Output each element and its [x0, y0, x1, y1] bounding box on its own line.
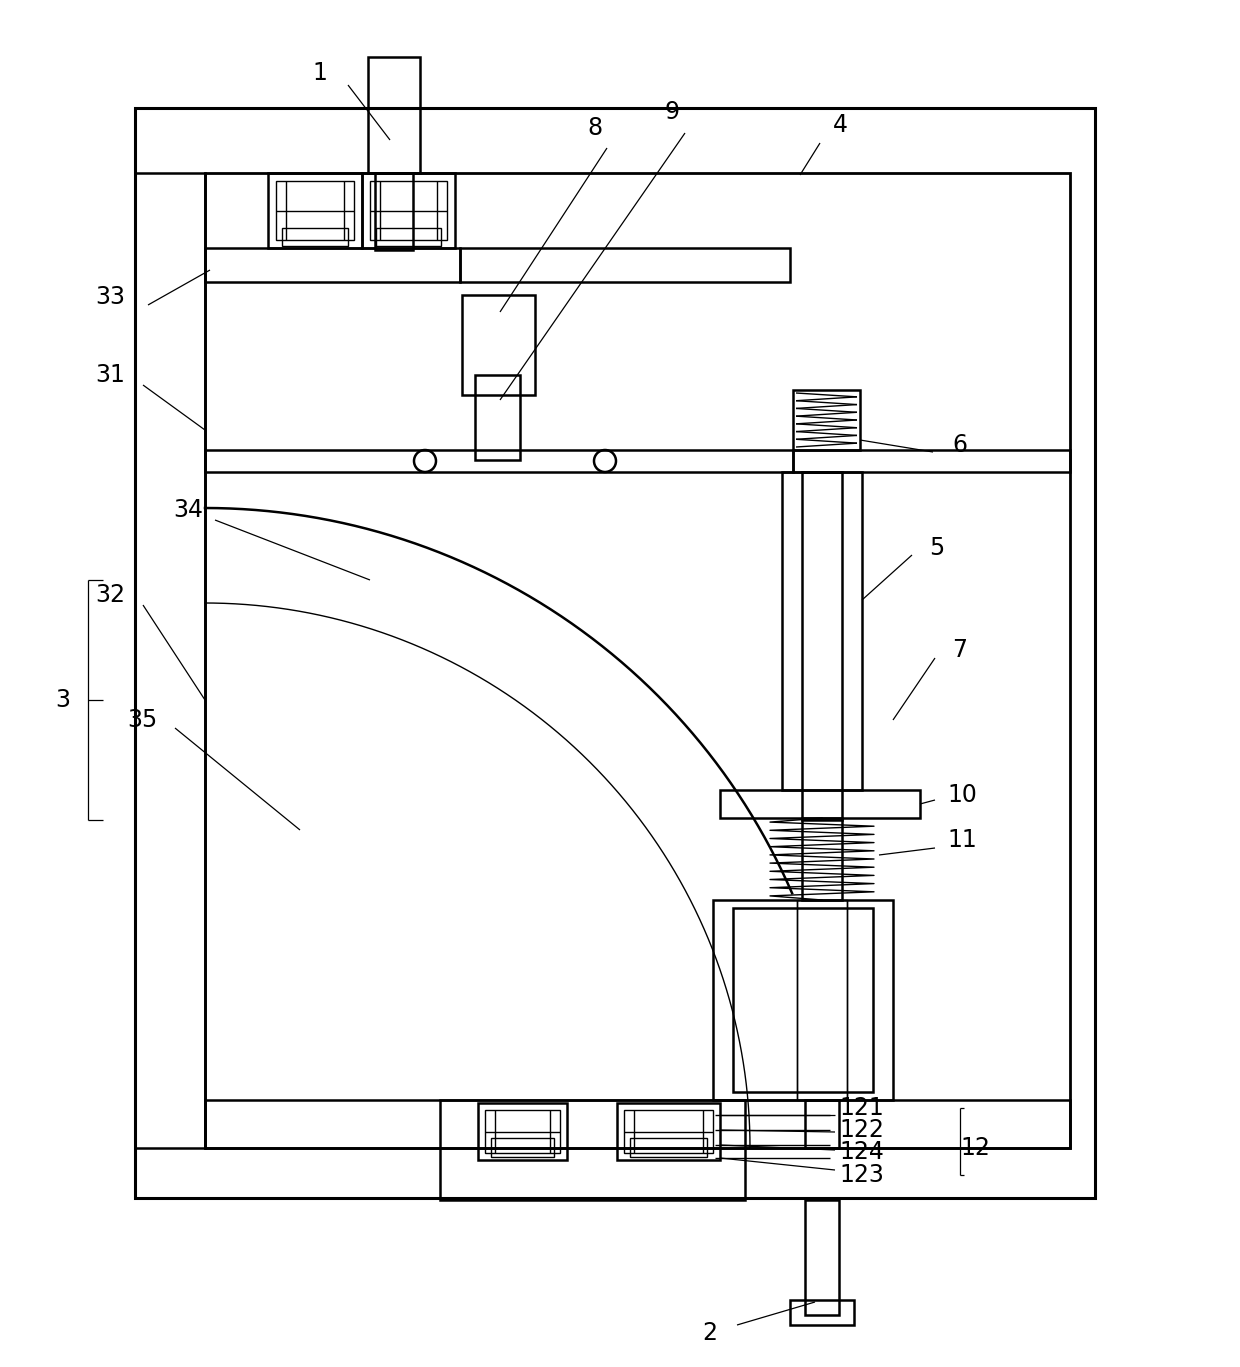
Bar — [802, 472, 842, 820]
Bar — [477, 1103, 567, 1161]
Text: 34: 34 — [174, 498, 203, 522]
Bar — [268, 174, 362, 247]
Bar — [475, 375, 520, 461]
Bar — [790, 1300, 854, 1325]
Text: 31: 31 — [95, 364, 125, 387]
Bar — [205, 247, 460, 282]
Bar — [805, 1100, 839, 1148]
Bar — [440, 1100, 745, 1200]
Text: 124: 124 — [839, 1140, 884, 1163]
Bar — [205, 1100, 1070, 1148]
Text: 35: 35 — [126, 708, 157, 731]
Bar — [713, 899, 893, 1100]
Bar — [376, 228, 441, 246]
Bar — [802, 817, 842, 899]
Bar — [460, 247, 790, 282]
Bar — [805, 1200, 839, 1315]
Text: 12: 12 — [960, 1136, 990, 1161]
Text: 5: 5 — [929, 536, 945, 560]
Text: 6: 6 — [952, 433, 967, 457]
Text: 11: 11 — [947, 828, 977, 852]
Bar — [630, 1137, 707, 1156]
Bar — [205, 174, 1070, 1148]
Bar — [135, 108, 1095, 1197]
Text: 123: 123 — [839, 1163, 884, 1187]
Text: 8: 8 — [588, 116, 603, 139]
Bar — [205, 450, 794, 472]
Bar — [463, 295, 534, 395]
Bar — [794, 450, 1070, 472]
Bar — [277, 180, 353, 241]
Text: 1: 1 — [312, 62, 327, 85]
Bar — [370, 180, 446, 241]
Bar — [618, 1103, 720, 1161]
Text: 33: 33 — [95, 284, 125, 309]
Text: 122: 122 — [839, 1118, 884, 1141]
Bar — [733, 908, 873, 1092]
Text: 2: 2 — [703, 1321, 718, 1345]
Bar — [797, 899, 847, 1100]
Bar — [720, 790, 920, 817]
Text: 9: 9 — [665, 100, 680, 124]
Bar — [362, 174, 455, 247]
Bar — [624, 1110, 713, 1152]
Bar — [135, 174, 205, 1148]
Text: 121: 121 — [839, 1096, 884, 1120]
Bar — [368, 57, 420, 174]
Bar — [782, 472, 862, 790]
Bar — [374, 174, 413, 250]
Text: 7: 7 — [952, 638, 967, 662]
Text: 32: 32 — [95, 582, 125, 607]
Bar — [491, 1137, 554, 1156]
Bar — [281, 228, 348, 246]
Text: 3: 3 — [56, 688, 71, 712]
Text: 4: 4 — [832, 113, 847, 137]
Bar — [485, 1110, 560, 1152]
Bar — [794, 390, 861, 450]
Text: 10: 10 — [947, 783, 977, 807]
